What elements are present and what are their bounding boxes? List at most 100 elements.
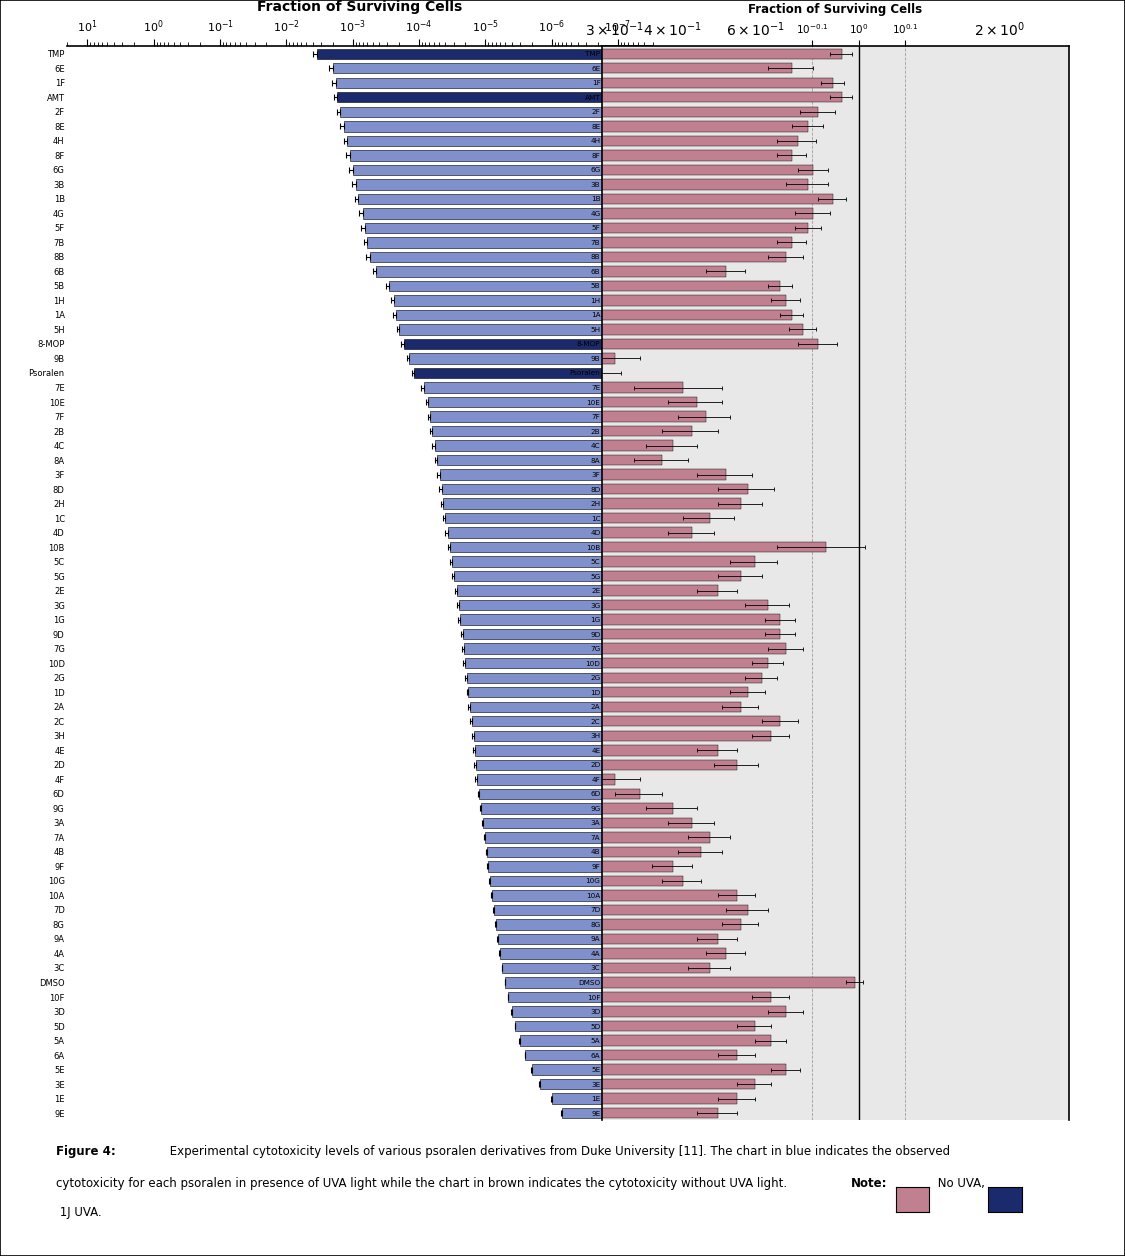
Bar xyxy=(500,948,1125,958)
Bar xyxy=(0,1035,772,1046)
Bar xyxy=(340,107,1125,117)
Bar xyxy=(370,251,1125,263)
Bar xyxy=(0,672,762,683)
Bar xyxy=(0,455,663,465)
Bar xyxy=(0,295,786,305)
Bar xyxy=(515,1021,1125,1031)
Bar xyxy=(0,556,755,566)
Bar xyxy=(551,1094,1125,1104)
Bar xyxy=(0,789,640,799)
Bar xyxy=(0,1006,786,1017)
Bar xyxy=(0,193,832,203)
Bar xyxy=(487,847,1125,857)
Bar xyxy=(359,193,1125,203)
Bar xyxy=(414,368,1125,378)
Bar xyxy=(0,411,705,422)
Bar xyxy=(476,760,1125,770)
Bar xyxy=(0,310,792,320)
Bar xyxy=(479,789,1125,799)
Bar xyxy=(316,49,1125,59)
Bar xyxy=(338,92,1125,103)
Bar xyxy=(0,614,781,625)
Bar xyxy=(0,208,813,219)
Bar xyxy=(0,339,818,349)
Bar xyxy=(434,441,1125,451)
Bar xyxy=(396,310,1125,320)
Bar xyxy=(0,891,738,901)
Bar xyxy=(438,455,1125,465)
Bar xyxy=(477,774,1125,785)
Bar xyxy=(0,585,718,595)
Bar xyxy=(0,933,718,945)
Bar xyxy=(0,687,748,697)
Bar xyxy=(389,280,1125,291)
Bar xyxy=(0,1064,786,1075)
Bar xyxy=(0,165,813,175)
Bar xyxy=(0,397,696,407)
Bar xyxy=(0,963,710,973)
Bar xyxy=(485,833,1125,843)
Bar xyxy=(0,63,792,73)
Bar xyxy=(368,237,1125,247)
Text: 1J UVA.: 1J UVA. xyxy=(56,1206,102,1218)
Bar xyxy=(0,745,718,756)
Bar xyxy=(0,716,781,726)
Bar xyxy=(495,919,1125,929)
Bar xyxy=(0,121,808,132)
Bar xyxy=(497,933,1125,945)
Bar xyxy=(363,208,1125,219)
Bar xyxy=(0,760,738,770)
Bar xyxy=(443,499,1125,509)
Text: Experimental cytotoxicity levels of various psoralen derivatives from Duke Unive: Experimental cytotoxicity levels of vari… xyxy=(166,1145,951,1158)
Bar xyxy=(0,353,614,364)
Bar xyxy=(0,1094,738,1104)
Bar xyxy=(464,643,1125,654)
Bar xyxy=(0,803,673,814)
Bar xyxy=(483,818,1125,828)
Bar xyxy=(452,556,1125,566)
Bar xyxy=(453,571,1125,582)
Bar xyxy=(429,397,1125,407)
Bar xyxy=(448,528,1125,538)
Bar xyxy=(0,629,781,639)
Bar xyxy=(0,847,701,857)
Bar xyxy=(0,484,748,495)
Bar xyxy=(0,136,798,146)
Bar xyxy=(489,875,1125,887)
Bar xyxy=(0,1079,755,1089)
Bar xyxy=(432,426,1125,436)
Bar xyxy=(0,643,786,654)
Bar xyxy=(344,121,1125,132)
Bar xyxy=(0,904,748,916)
Bar xyxy=(0,441,673,451)
Bar xyxy=(508,992,1125,1002)
Bar xyxy=(0,862,673,872)
Bar xyxy=(0,1108,718,1118)
Bar xyxy=(0,818,692,828)
Bar xyxy=(0,1021,755,1031)
Bar xyxy=(410,353,1125,364)
Bar xyxy=(505,977,1125,987)
Bar xyxy=(350,149,1125,161)
Bar xyxy=(0,992,772,1002)
Bar xyxy=(450,541,1125,553)
Bar xyxy=(0,280,781,291)
Bar xyxy=(0,78,832,88)
Bar xyxy=(0,92,842,103)
Bar xyxy=(335,78,1125,88)
Bar xyxy=(0,382,683,393)
Bar xyxy=(475,745,1125,756)
Bar xyxy=(394,295,1125,305)
Bar xyxy=(459,600,1125,610)
Bar xyxy=(333,63,1125,73)
Bar xyxy=(471,716,1125,726)
Bar xyxy=(364,222,1125,234)
Bar xyxy=(0,251,786,263)
X-axis label: Fraction of Surviving Cells: Fraction of Surviving Cells xyxy=(748,4,922,16)
Bar xyxy=(0,875,683,887)
Bar xyxy=(404,339,1125,349)
Bar xyxy=(0,426,692,436)
Bar xyxy=(0,948,726,958)
Bar xyxy=(525,1050,1125,1060)
Bar xyxy=(424,382,1125,393)
